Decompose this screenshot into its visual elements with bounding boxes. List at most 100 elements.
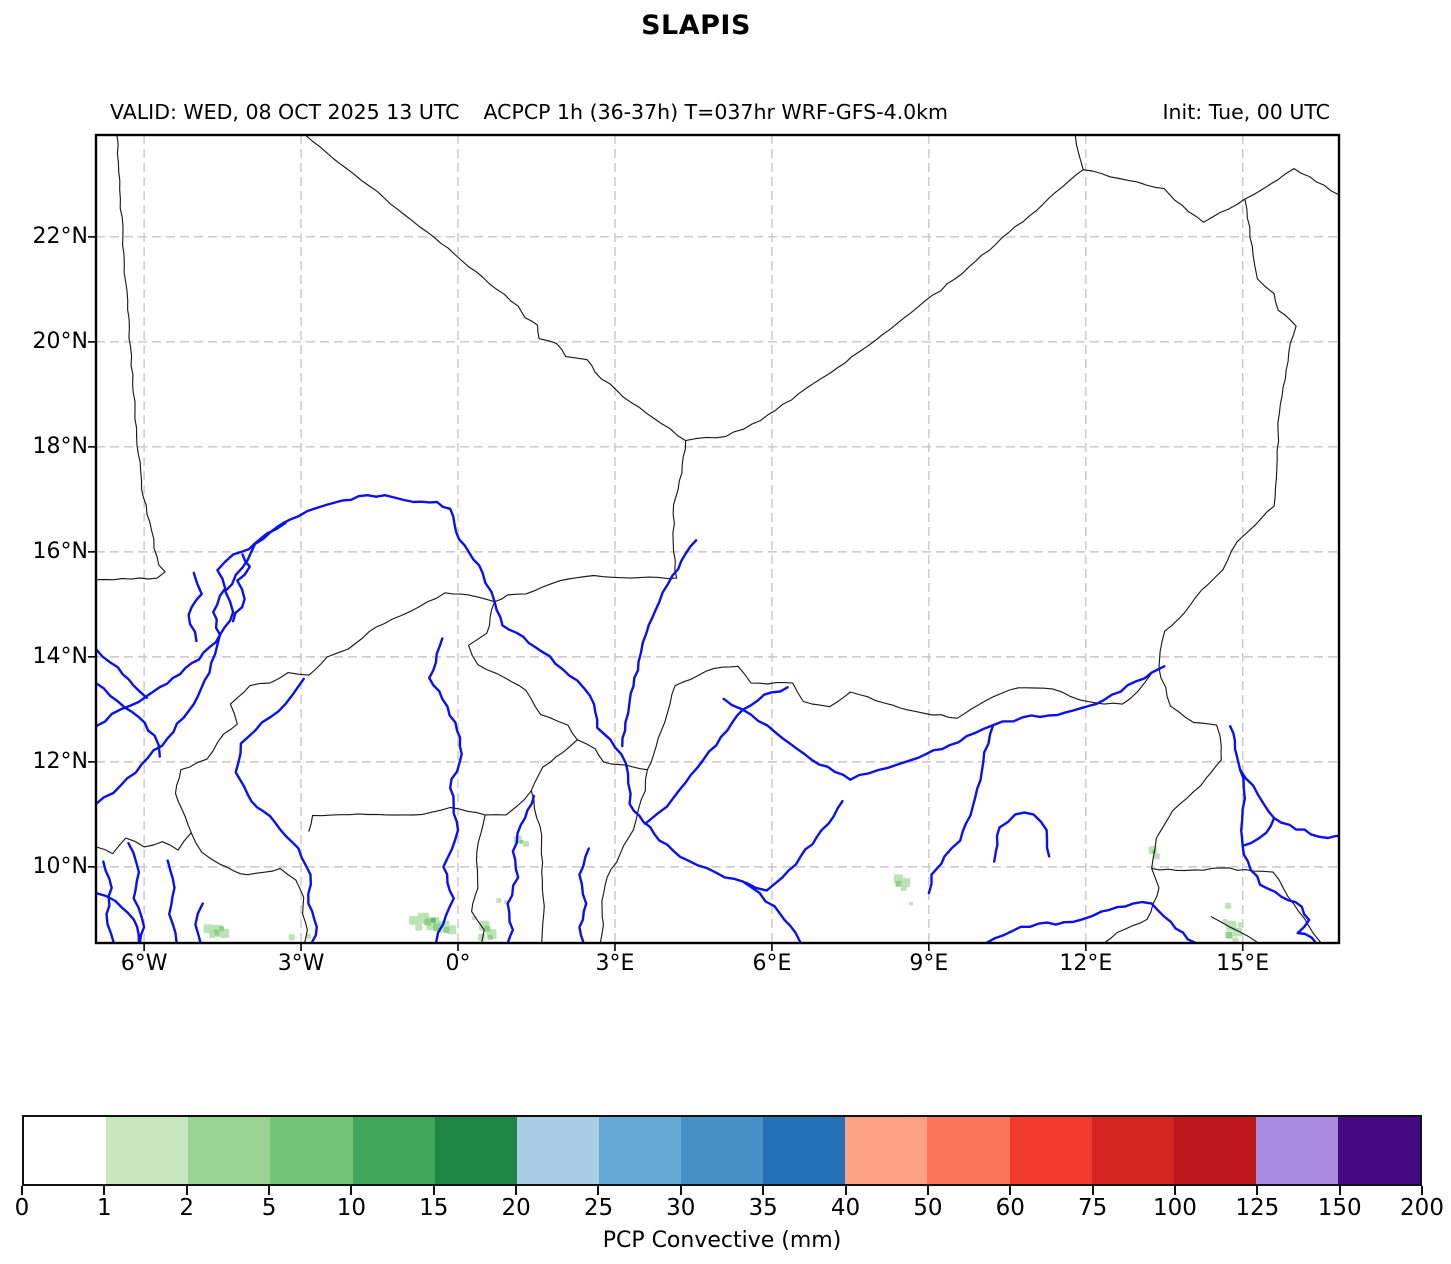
y-tick-label: 18°N bbox=[32, 433, 88, 459]
river bbox=[578, 847, 590, 943]
colorbar-tick bbox=[268, 1186, 271, 1195]
river bbox=[993, 811, 1051, 863]
precip-cell bbox=[478, 933, 486, 941]
page-title: SLAPIS bbox=[641, 10, 751, 41]
river bbox=[102, 860, 115, 943]
colorbar-tick-label: 5 bbox=[261, 1195, 277, 1221]
colorbar-segment bbox=[516, 1117, 599, 1184]
country-border bbox=[1103, 198, 1297, 943]
colorbar-tick-label: 50 bbox=[913, 1195, 943, 1221]
colorbar-segment bbox=[188, 1117, 271, 1184]
y-tick-label: 14°N bbox=[32, 643, 88, 669]
colorbar-segment bbox=[1338, 1117, 1421, 1184]
country-border bbox=[190, 832, 308, 943]
colorbar-tick bbox=[926, 1186, 929, 1195]
country-border bbox=[599, 769, 648, 943]
precip-cell bbox=[430, 917, 436, 923]
colorbar-tick-label: 30 bbox=[666, 1195, 696, 1221]
river bbox=[234, 677, 319, 943]
country-border bbox=[1210, 916, 1259, 943]
river bbox=[96, 681, 161, 758]
precip-cell bbox=[288, 934, 295, 941]
colorbar-tick-label: 1 bbox=[97, 1195, 112, 1221]
colorbar-tick-label: 15 bbox=[419, 1195, 449, 1221]
river bbox=[96, 494, 802, 943]
river bbox=[1238, 768, 1276, 848]
product-label: ACPCP 1h (36-37h) T=037hr WRF-GFS-4.0km bbox=[483, 100, 949, 124]
river bbox=[644, 686, 789, 825]
country-border bbox=[304, 135, 687, 442]
colorbar-segment bbox=[1255, 1117, 1338, 1184]
precip-cell bbox=[447, 925, 457, 935]
precip-cell bbox=[219, 926, 225, 932]
colorbar-segment bbox=[845, 1117, 928, 1184]
river bbox=[187, 571, 203, 643]
precip-cell bbox=[484, 925, 491, 932]
grid-layer bbox=[96, 135, 1339, 943]
river bbox=[96, 633, 222, 806]
precip-cell bbox=[305, 933, 311, 939]
y-tick-label: 20°N bbox=[32, 328, 88, 354]
colorbar-segment bbox=[1091, 1117, 1174, 1184]
river bbox=[722, 665, 1166, 781]
precip-cell bbox=[1225, 902, 1232, 909]
country-border bbox=[1074, 135, 1084, 171]
precip-cell bbox=[209, 932, 216, 939]
map-plot bbox=[88, 133, 1341, 951]
precip-cell bbox=[909, 901, 914, 906]
country-border bbox=[467, 601, 578, 741]
country-border bbox=[576, 739, 648, 771]
x-tick-label: 9°E bbox=[909, 951, 949, 976]
colorbar-tick-label: 200 bbox=[1400, 1195, 1444, 1221]
precip-cell bbox=[901, 878, 911, 888]
country-border bbox=[685, 169, 1084, 442]
precip-cell bbox=[471, 916, 476, 921]
y-tick-label: 16°N bbox=[32, 538, 88, 564]
colorbar-segment bbox=[598, 1117, 681, 1184]
colorbar-tick-label: 2 bbox=[179, 1195, 195, 1221]
river bbox=[428, 637, 463, 943]
river bbox=[96, 891, 141, 943]
precip-cell bbox=[443, 926, 450, 933]
country-border bbox=[1151, 867, 1322, 943]
colorbar-segment bbox=[763, 1117, 846, 1184]
country-border bbox=[96, 135, 166, 581]
x-tick-label: 15°E bbox=[1216, 951, 1270, 976]
river bbox=[166, 859, 178, 943]
precip-cell bbox=[1153, 853, 1160, 860]
colorbar-tick-label: 35 bbox=[748, 1195, 778, 1221]
colorbar-tick-label: 125 bbox=[1235, 1195, 1280, 1221]
x-tick-label: 12°E bbox=[1059, 951, 1113, 976]
precip-cell bbox=[1225, 931, 1233, 939]
init-time-label: Init: Tue, 00 UTC bbox=[1162, 100, 1330, 124]
colorbar bbox=[22, 1115, 1422, 1186]
x-tick-label: 6°W bbox=[120, 951, 168, 976]
country-border bbox=[174, 592, 496, 834]
precip-cell bbox=[424, 918, 432, 926]
river bbox=[927, 723, 995, 895]
colorbar-tick bbox=[679, 1186, 682, 1195]
colorbar-tick bbox=[21, 1186, 23, 1195]
colorbar-axis-label: PCP Convective (mm) bbox=[602, 1228, 842, 1253]
colorbar-tick bbox=[1173, 1186, 1176, 1195]
colorbar-tick bbox=[597, 1186, 600, 1195]
colorbar-tick bbox=[1009, 1186, 1012, 1195]
precip-cell bbox=[409, 915, 419, 925]
colorbar-tick bbox=[1256, 1186, 1259, 1195]
header-left: VALID: WED, 08 OCT 2025 13 UTC ACPCP 1h … bbox=[110, 100, 948, 124]
colorbar-segment bbox=[270, 1117, 353, 1184]
colorbar-tick-label: 100 bbox=[1152, 1195, 1197, 1221]
colorbar-segment bbox=[1173, 1117, 1256, 1184]
country-border bbox=[471, 814, 486, 943]
colorbar-segment bbox=[681, 1117, 764, 1184]
colorbar-tick-label: 10 bbox=[336, 1195, 367, 1221]
valid-time-label: VALID: WED, 08 OCT 2025 13 UTC bbox=[110, 100, 460, 124]
river bbox=[96, 647, 148, 699]
y-tick-label: 10°N bbox=[32, 853, 88, 879]
river bbox=[985, 900, 1197, 943]
colorbar-tick bbox=[1421, 1186, 1423, 1195]
x-tick-label: 6°E bbox=[752, 951, 792, 976]
colorbar-tick bbox=[844, 1186, 847, 1195]
country-border bbox=[308, 739, 578, 832]
colorbar-segment bbox=[927, 1117, 1010, 1184]
